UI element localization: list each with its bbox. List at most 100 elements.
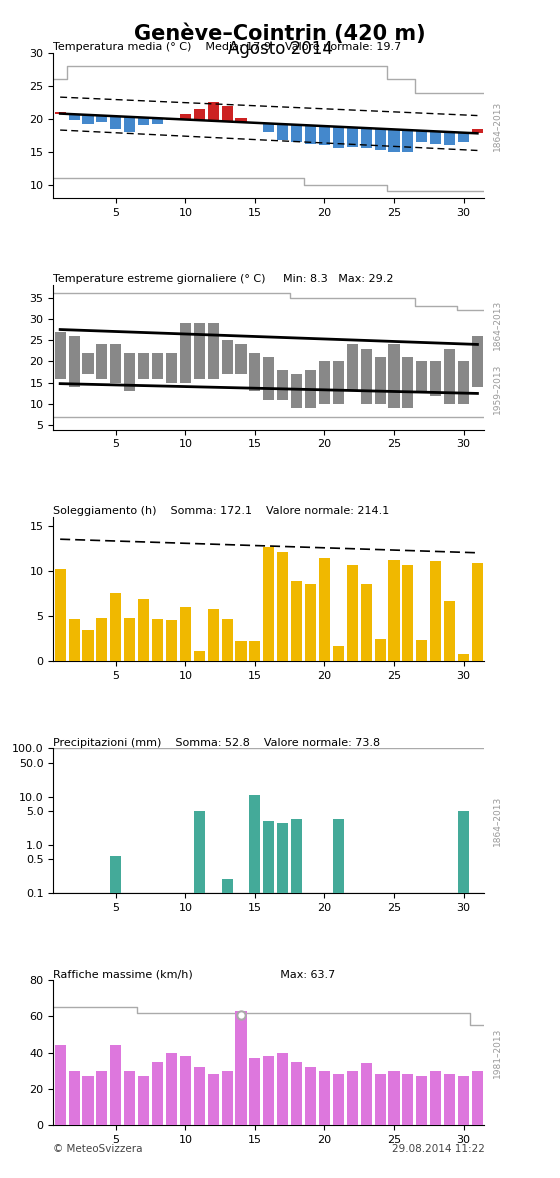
Bar [458, 1076, 469, 1125]
Bar [82, 1076, 94, 1125]
Bar [333, 1074, 344, 1125]
Bar [458, 133, 469, 141]
Bar [194, 651, 205, 661]
Text: © MeteoSvizzera: © MeteoSvizzera [53, 1145, 143, 1154]
Bar [319, 362, 330, 404]
Bar [110, 855, 122, 1178]
Text: Raffiche massime (km/h)                         Max: 63.7: Raffiche massime (km/h) Max: 63.7 [53, 969, 335, 979]
Bar [235, 344, 246, 375]
Bar [389, 344, 399, 409]
Bar [222, 340, 232, 375]
Bar [361, 349, 372, 404]
Bar [249, 641, 260, 661]
Bar [152, 353, 163, 378]
Bar [208, 323, 219, 378]
Bar [375, 357, 386, 404]
Bar [235, 1011, 246, 1125]
Bar [54, 332, 66, 378]
Bar [68, 618, 80, 661]
Bar [333, 362, 344, 404]
Bar [152, 618, 163, 661]
Bar [222, 879, 232, 1178]
Bar [222, 106, 232, 121]
Bar [319, 558, 330, 661]
Bar [208, 102, 219, 121]
Bar [194, 110, 205, 120]
Text: 29.08.2014 11:22: 29.08.2014 11:22 [391, 1145, 484, 1154]
Bar [389, 130, 399, 152]
Bar [54, 112, 66, 113]
Bar [82, 353, 94, 375]
Bar [361, 128, 372, 148]
Bar [208, 1074, 219, 1125]
Bar [222, 1071, 232, 1125]
Bar [430, 132, 441, 144]
Bar [249, 1058, 260, 1125]
Bar [263, 1057, 274, 1125]
Text: 1864–2013: 1864–2013 [493, 795, 502, 846]
Bar [458, 362, 469, 404]
Bar [305, 583, 316, 661]
Bar [54, 1045, 66, 1125]
Bar [333, 127, 344, 148]
Text: Temperatura media (° C)    Media: 17.9    Valore normale: 19.7: Temperatura media (° C) Media: 17.9 Valo… [53, 42, 402, 52]
Bar [180, 607, 191, 661]
Bar [305, 1067, 316, 1125]
Bar [402, 357, 413, 409]
Bar [291, 581, 302, 661]
Bar [291, 125, 302, 141]
Bar [263, 548, 274, 661]
Bar [361, 1064, 372, 1125]
Bar [291, 375, 302, 409]
Bar [166, 119, 177, 120]
Bar [82, 115, 94, 124]
Bar [277, 370, 288, 399]
Bar [458, 812, 469, 1178]
Bar [124, 353, 136, 391]
Bar [110, 344, 122, 383]
Bar [430, 561, 441, 661]
Text: Genève–Cointrin (420 m): Genève–Cointrin (420 m) [134, 24, 426, 44]
Bar [430, 1071, 441, 1125]
Bar [472, 563, 483, 661]
Bar [96, 115, 108, 123]
Bar [472, 1071, 483, 1125]
Text: Agosto 2014: Agosto 2014 [227, 40, 333, 58]
Bar [235, 641, 246, 661]
Bar [194, 812, 205, 1178]
Bar [361, 584, 372, 661]
Bar [152, 118, 163, 124]
Bar [194, 323, 205, 378]
Bar [110, 593, 122, 661]
Bar [110, 1045, 122, 1125]
Bar [208, 609, 219, 661]
Bar [291, 1061, 302, 1125]
Bar [249, 353, 260, 391]
Text: 1959–2013: 1959–2013 [493, 364, 502, 415]
Bar [124, 1071, 136, 1125]
Bar [430, 362, 441, 396]
Bar [319, 126, 330, 145]
Bar [222, 618, 232, 661]
Bar [472, 336, 483, 388]
Bar [416, 640, 427, 661]
Bar [333, 819, 344, 1178]
Bar [305, 370, 316, 409]
Bar [416, 362, 427, 391]
Bar [291, 819, 302, 1178]
Bar [54, 569, 66, 661]
Bar [444, 349, 455, 404]
Bar [124, 618, 136, 661]
Bar [96, 1071, 108, 1125]
Bar [82, 630, 94, 661]
Bar [110, 117, 122, 128]
Bar [263, 357, 274, 399]
Bar [389, 1071, 399, 1125]
Bar [333, 646, 344, 661]
Bar [180, 1057, 191, 1125]
Bar [305, 125, 316, 144]
Bar [138, 1076, 149, 1125]
Bar [444, 132, 455, 145]
Text: Soleggiamento (h)    Somma: 172.1    Valore normale: 214.1: Soleggiamento (h) Somma: 172.1 Valore no… [53, 505, 389, 516]
Bar [166, 620, 177, 661]
